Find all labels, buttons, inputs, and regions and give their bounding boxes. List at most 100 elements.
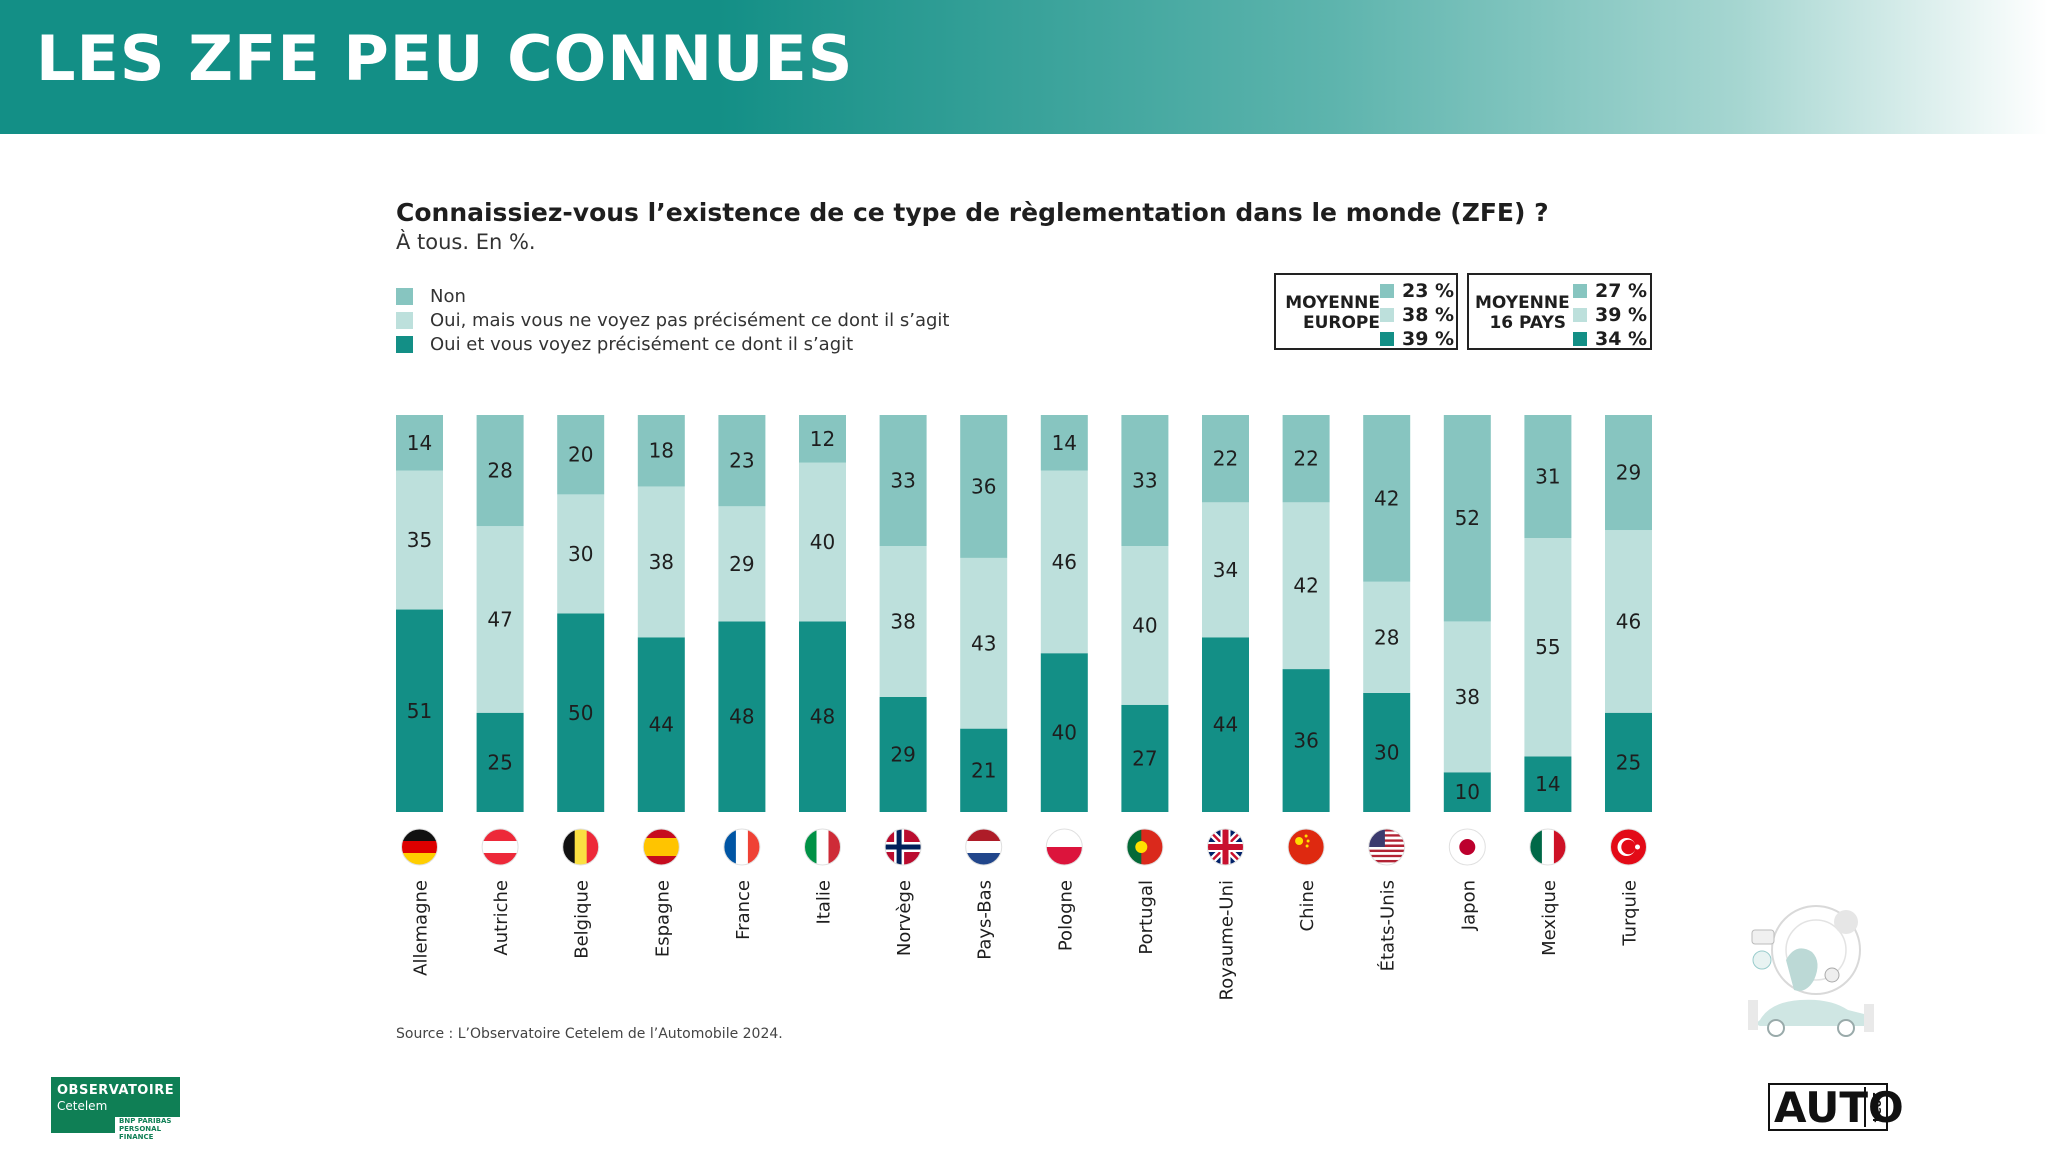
bar-value-label: 33	[1132, 469, 1157, 493]
flag-icon	[1449, 829, 1486, 865]
flag-ring	[401, 828, 438, 866]
flag-icon	[1046, 829, 1083, 865]
flag-icon	[965, 829, 1002, 865]
legend-swatch-non	[396, 287, 413, 305]
flag-ring	[1448, 828, 1486, 866]
bar-value-label: 12	[810, 427, 835, 451]
bar-segment	[396, 609, 443, 812]
bar-segment	[1202, 637, 1249, 812]
bar-segment	[1363, 692, 1411, 812]
bar-value-label: 30	[568, 542, 593, 566]
average-16-pays-non: 27 %	[1595, 280, 1648, 302]
bar-value-label: 48	[810, 705, 835, 729]
bar-value-label: 38	[1455, 685, 1480, 709]
flag-ring	[1610, 828, 1647, 866]
bar-value-label: 25	[487, 750, 512, 774]
bar-segment	[476, 415, 524, 527]
flag-ring	[884, 828, 922, 866]
flag-icon	[482, 829, 519, 865]
category-label: Portugal	[1136, 880, 1157, 955]
bar-segment	[799, 621, 846, 812]
average-values-16-pays: 27 % 39 % 34 %	[1573, 279, 1647, 351]
bar-value-label: 14	[1052, 431, 1077, 455]
bar-value-label: 44	[649, 713, 674, 737]
bar-segment	[637, 415, 685, 487]
flag-ring	[965, 828, 1003, 866]
category-label: Italie	[814, 880, 835, 924]
flag-ring	[723, 828, 761, 866]
source-note: Source : L’Observatoire Cetelem de l’Aut…	[396, 1026, 783, 1042]
bar-value-label: 31	[1535, 465, 1560, 489]
category-label: Royaume-Uni	[1217, 880, 1238, 1001]
flag-icon	[643, 829, 680, 865]
flag-icon	[562, 829, 599, 865]
bar-segment	[1282, 502, 1330, 670]
flag-ring	[1126, 828, 1164, 866]
flag-icon	[1126, 829, 1163, 865]
category-label: Belgique	[572, 880, 593, 959]
flag-ring	[1368, 828, 1406, 866]
chart-subtitle: À tous. En %.	[396, 230, 536, 254]
bar-value-label: 18	[649, 439, 674, 463]
bar-value-label: 35	[407, 528, 432, 552]
flag-ring	[642, 828, 680, 866]
average-label-europe: MOYENNE EUROPE	[1285, 293, 1380, 333]
legend-item-oui: Oui et vous voyez précisément ce dont il…	[396, 332, 950, 356]
bar-value-label: 29	[1616, 461, 1641, 485]
bar-value-label: 28	[487, 459, 512, 483]
bar-segment	[1040, 470, 1088, 654]
bar-segment	[1121, 415, 1169, 547]
bar-value-label: 46	[1052, 550, 1077, 574]
bar-value-label: 27	[1132, 746, 1157, 770]
bar-segment	[960, 415, 1008, 558]
bar-segment	[396, 415, 443, 471]
flag-icon	[1529, 829, 1566, 865]
flag-icon	[885, 829, 922, 865]
average-values-europe: 23 % 38 % 39 %	[1380, 279, 1454, 351]
flag-ring	[1287, 828, 1325, 866]
bar-segment	[557, 494, 605, 614]
flag-icon	[723, 829, 760, 865]
bar-segment	[557, 613, 605, 812]
bar-segment	[1202, 415, 1249, 503]
bar-segment	[1605, 415, 1652, 531]
bar-segment	[718, 415, 766, 507]
category-label: États-Unis	[1377, 880, 1399, 971]
bar-value-label: 40	[810, 530, 835, 554]
average-16-pays-oui-mais: 39 %	[1595, 304, 1648, 326]
bar-value-label: 40	[1052, 721, 1077, 745]
bar-value-label: 52	[1455, 506, 1480, 530]
bar-segment	[1363, 415, 1411, 582]
bar-segment	[1282, 669, 1330, 812]
bar-value-label: 29	[729, 552, 754, 576]
average-europe-non: 23 %	[1402, 280, 1455, 302]
flag-ring	[481, 828, 519, 866]
category-label: Autriche	[491, 880, 512, 956]
category-label: Chine	[1297, 880, 1318, 931]
legend-swatch-oui-mais	[396, 311, 413, 329]
bar-value-label: 22	[1213, 447, 1238, 471]
bar-segment	[1524, 538, 1572, 757]
flag-icon	[1368, 829, 1405, 865]
bar-segment	[1040, 653, 1088, 812]
bar-value-label: 36	[1293, 729, 1318, 753]
header-banner: LES ZFE PEU CONNUES	[0, 0, 2048, 134]
bar-value-label: 28	[1374, 625, 1399, 649]
bar-value-label: 46	[1616, 609, 1641, 633]
bar-segment	[1121, 704, 1169, 812]
bar-value-label: 38	[649, 550, 674, 574]
bar-segment	[1443, 772, 1491, 812]
flag-icon	[1610, 829, 1647, 865]
bar-segment	[637, 486, 685, 638]
zfe-car-illustration	[1748, 905, 1874, 1037]
flag-icon	[1288, 829, 1325, 865]
category-label: Allemagne	[411, 880, 432, 976]
bar-segment	[879, 546, 927, 697]
flag-icon	[804, 829, 841, 865]
chart-question: Connaissiez-vous l’existence de ce type …	[396, 198, 1549, 227]
bar-segment	[1363, 581, 1411, 693]
bar-segment	[1524, 756, 1572, 812]
bar-value-label: 34	[1213, 558, 1238, 582]
flag-ring	[1529, 828, 1567, 866]
